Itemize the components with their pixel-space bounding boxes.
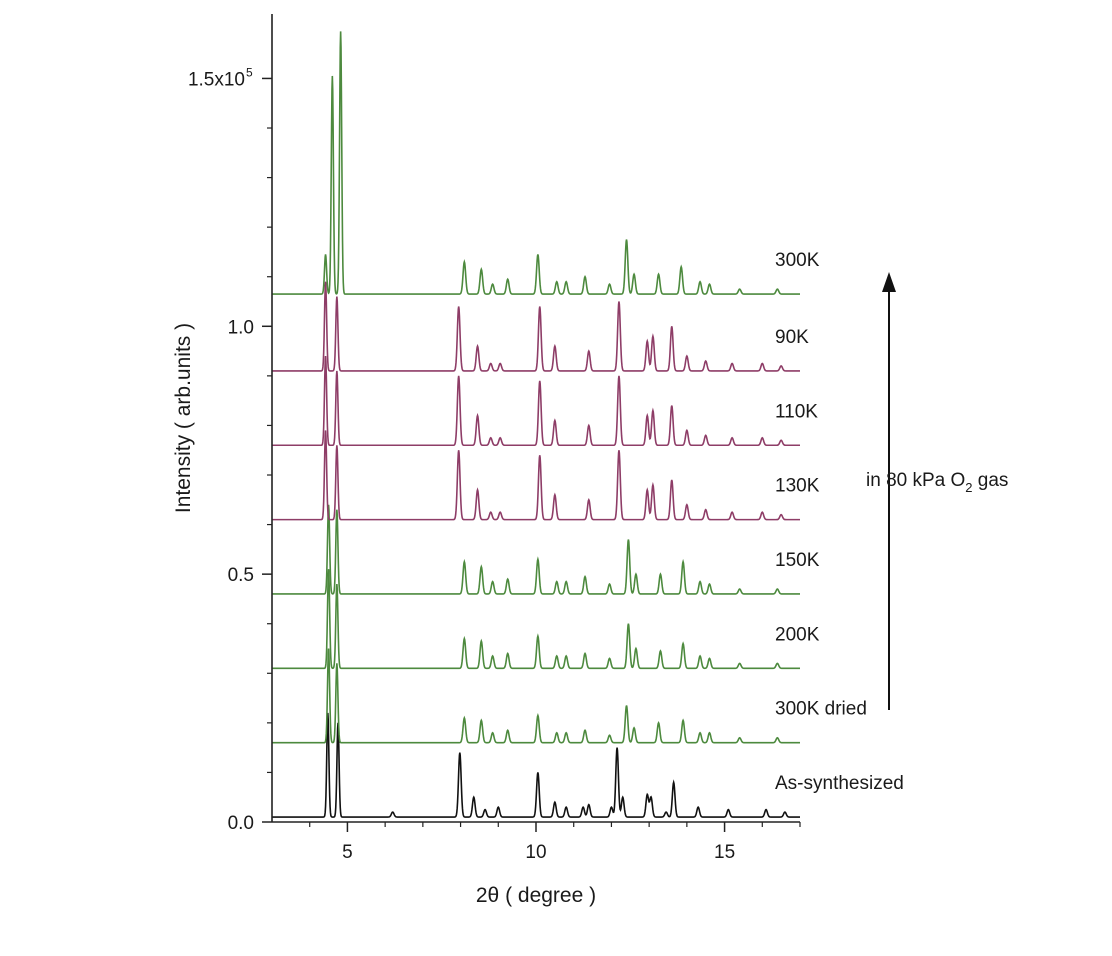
series-line-150k	[272, 504, 800, 595]
series-line-300k	[272, 31, 800, 295]
series-line-300k-dried	[272, 648, 800, 744]
y-tick-label-exponent: 5	[246, 65, 253, 79]
series-line-as-synthesized	[272, 712, 800, 818]
x-axis-title: 2θ ( degree )	[476, 884, 596, 907]
y-tick-label: 1.0	[228, 317, 254, 338]
series-layer	[272, 31, 800, 818]
series-line-110k	[272, 355, 800, 447]
series-label-300k: 300K	[775, 250, 820, 271]
series-label-150k: 150K	[775, 550, 820, 571]
y-tick-label: 0.0	[228, 813, 254, 834]
series-label-300k-dried: 300K dried	[775, 699, 867, 720]
x-tick-label-10: 10	[525, 842, 546, 863]
axes-layer: 5 10 150.00.51.01.5x10 52θ ( degree )Intens…	[172, 14, 801, 907]
series-label-as-synthesized: As-synthesized	[775, 773, 904, 794]
y-tick-label: 0.5	[228, 565, 254, 586]
y-axis-title: Intensity ( arb.units )	[172, 323, 195, 513]
series-line-130k	[272, 430, 800, 521]
series-line-200k	[272, 569, 800, 670]
arrow-up-icon	[882, 272, 896, 292]
x-tick-label-15: 15	[714, 842, 735, 863]
x-tick-label-5: 5	[342, 842, 353, 863]
y-tick-label: 1.5x10	[188, 69, 245, 90]
annotation-text: in 80 kPa O2 gas	[866, 470, 1008, 495]
series-label-110k: 110K	[775, 401, 818, 422]
series-label-130k: 130K	[775, 476, 820, 497]
series-line-90k	[272, 281, 800, 372]
series-label-90k: 90K	[775, 327, 809, 348]
labels-layer: As-synthesized 300K dried 200K 150K 130K 110K…	[775, 250, 1008, 794]
series-label-200k: 200K	[775, 624, 820, 645]
